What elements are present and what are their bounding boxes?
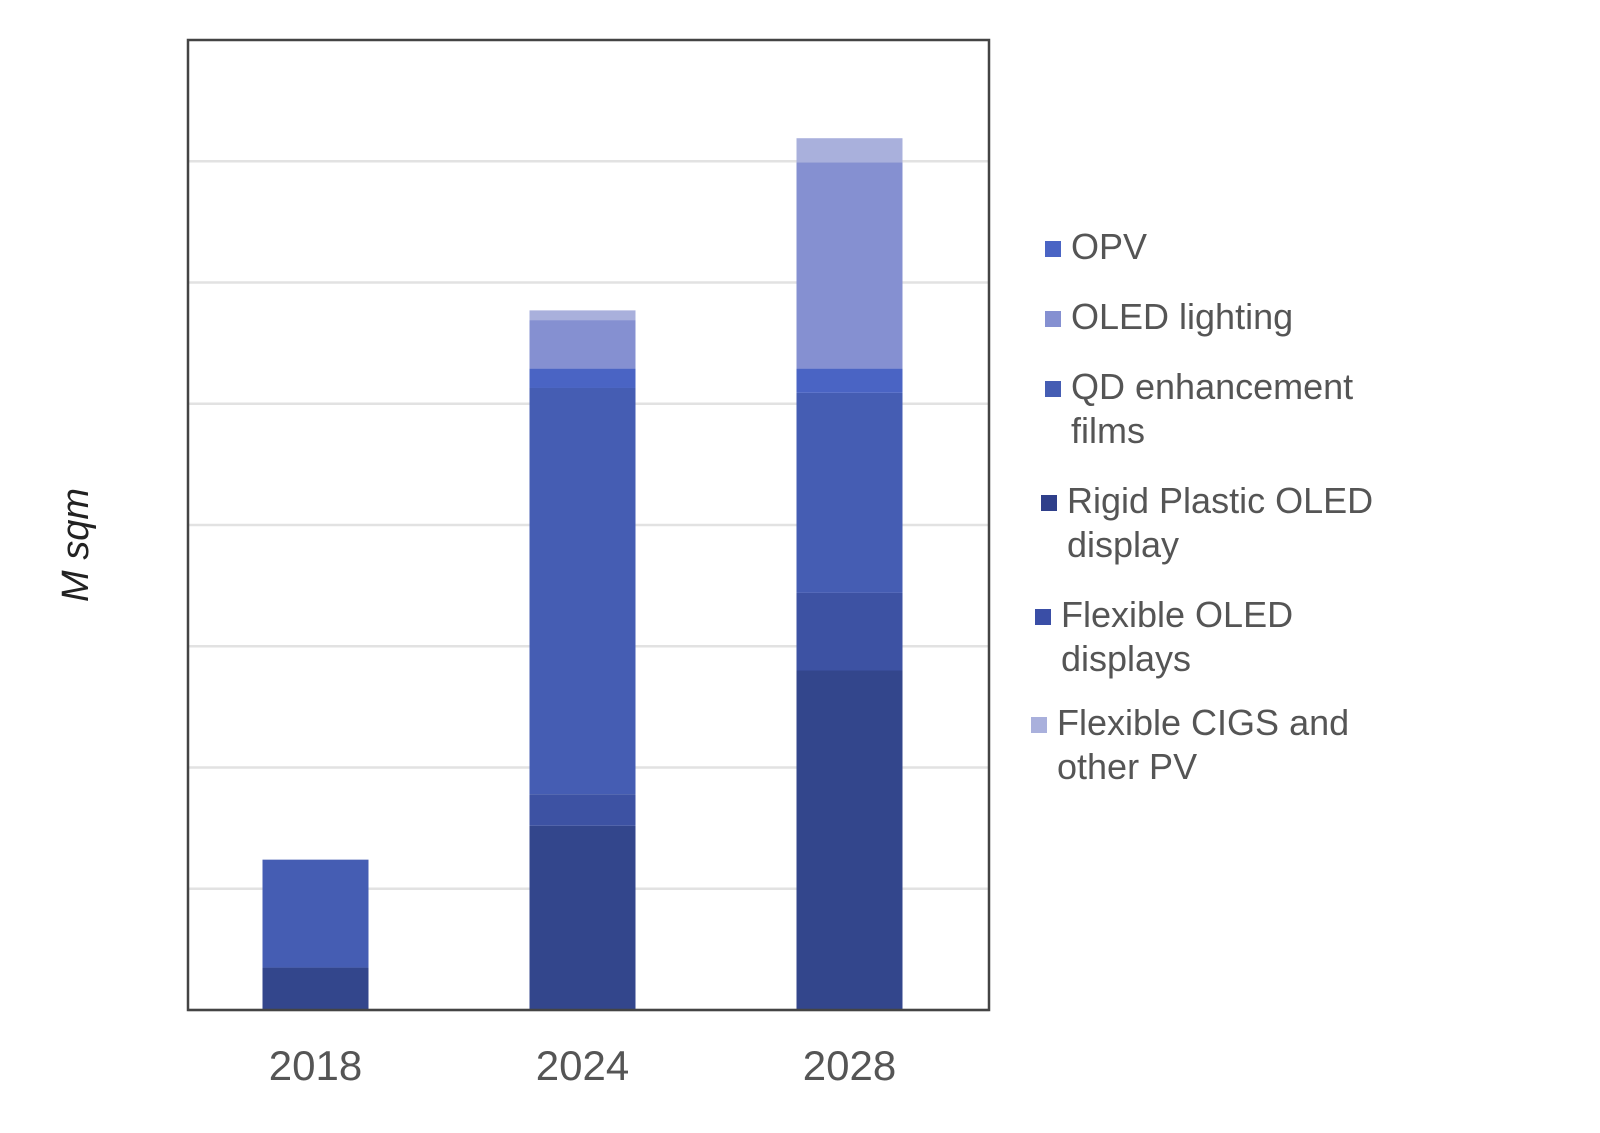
legend: OPV OLED lighting QD enhancement films R…: [1031, 225, 1465, 815]
legend-label: Flexible CIGS and other PV: [1057, 702, 1350, 787]
legend-label: Flexible OLED displays: [1061, 594, 1294, 679]
legend-item-oled-lighting: OLED lighting: [1045, 295, 1465, 339]
bar-2018: [262, 859, 369, 1010]
bar-segment-2024-flexible-oled-displays: [529, 794, 636, 826]
legend-item-opv: OPV: [1045, 225, 1465, 269]
bar-segment-2028-qd-enhancement-films: [796, 392, 903, 593]
x-tick-label: 2018: [269, 1042, 362, 1089]
x-tick-label: 2024: [536, 1042, 629, 1089]
legend-label: OPV: [1071, 226, 1148, 267]
legend-swatch: [1045, 311, 1061, 327]
legend-swatch: [1045, 381, 1061, 397]
plot-frame: [186, 38, 991, 1012]
bar-2024: [529, 310, 636, 1010]
x-tick-labels: 2018 2024 2028: [269, 1042, 896, 1089]
bar-segment-2028-flexible-cigs-and-other-pv: [796, 138, 903, 163]
bar-segment-2028-oled-lighting: [796, 162, 903, 369]
bar-2028: [796, 138, 903, 1010]
legend-label: QD enhancement films: [1071, 366, 1354, 451]
bar-segment-2024-oled-lighting: [529, 320, 636, 369]
bars: [262, 138, 903, 1010]
bar-segment-2028-opv: [796, 368, 903, 393]
bar-segment-2024-qd-enhancement-films: [529, 387, 636, 795]
legend-item-flexible-oled-displays: Flexible OLED displays: [1035, 593, 1455, 681]
legend-item-qd-enhancement-films: QD enhancement films: [1045, 365, 1465, 453]
legend-label: OLED lighting: [1071, 296, 1294, 337]
bar-segment-2024-rigid-plastic-oled-display: [529, 825, 636, 1010]
x-tick-label: 2028: [803, 1042, 896, 1089]
bar-segment-2028-rigid-plastic-oled-display: [796, 670, 903, 1010]
legend-swatch: [1045, 241, 1061, 257]
legend-swatch: [1041, 495, 1057, 511]
bar-segment-2018-rigid-plastic-oled-display: [262, 967, 369, 1010]
bar-segment-2024-flexible-cigs-and-other-pv: [529, 310, 636, 321]
bar-segment-2024-opv: [529, 368, 636, 388]
y-axis-label: M sqm: [55, 488, 97, 602]
legend-label: Rigid Plastic OLED display: [1067, 480, 1374, 565]
legend-swatch: [1035, 609, 1051, 625]
bar-segment-2018-qd-enhancement-films: [262, 859, 369, 968]
legend-swatch: [1031, 717, 1047, 733]
legend-item-flexible-cigs-and-other-pv: Flexible CIGS and other PV: [1031, 701, 1451, 789]
bar-segment-2028-flexible-oled-displays: [796, 592, 903, 671]
legend-item-rigid-plastic-oled-display: Rigid Plastic OLED display: [1041, 479, 1461, 567]
